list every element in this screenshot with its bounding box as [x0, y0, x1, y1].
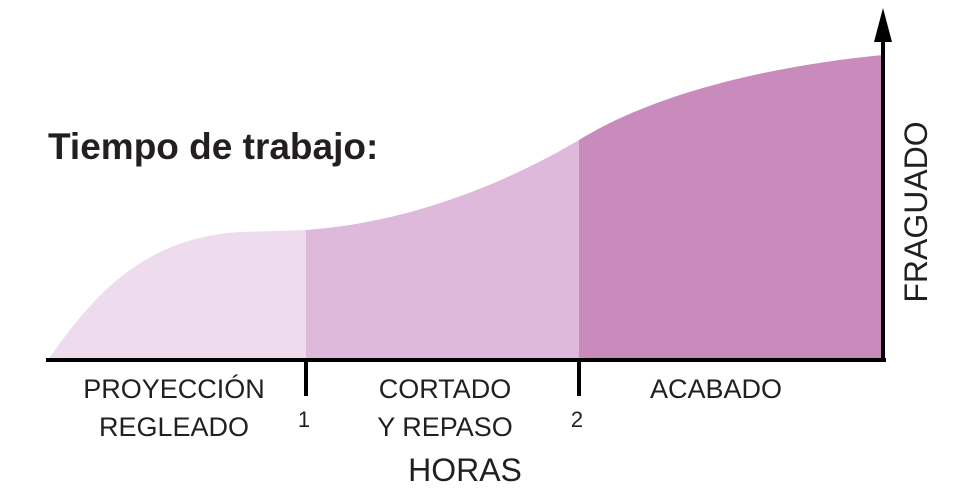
y-axis-title: FRAGUADO — [898, 121, 934, 302]
curve-area — [48, 55, 883, 360]
stage-band-proyeccion — [48, 55, 306, 360]
stage-label-acabado: ACABADO — [650, 374, 782, 404]
stage-label-proyeccion-line2: REGLEADO — [99, 412, 249, 442]
tick-label-1: 1 — [298, 407, 310, 432]
stage-label-cortado-line1: CORTADO — [379, 374, 512, 404]
stage-label-proyeccion-line1: PROYECCIÓN — [83, 373, 265, 404]
stage-band-cortado — [306, 55, 579, 360]
stage-band-acabado — [579, 55, 883, 360]
y-axis-arrow-icon — [874, 8, 892, 42]
tick-label-2: 2 — [571, 407, 583, 432]
x-axis-title: HORAS — [408, 452, 522, 488]
stage-label-cortado-line2: Y REPASO — [377, 412, 513, 442]
diagram-title: Tiempo de trabajo: — [48, 126, 379, 167]
